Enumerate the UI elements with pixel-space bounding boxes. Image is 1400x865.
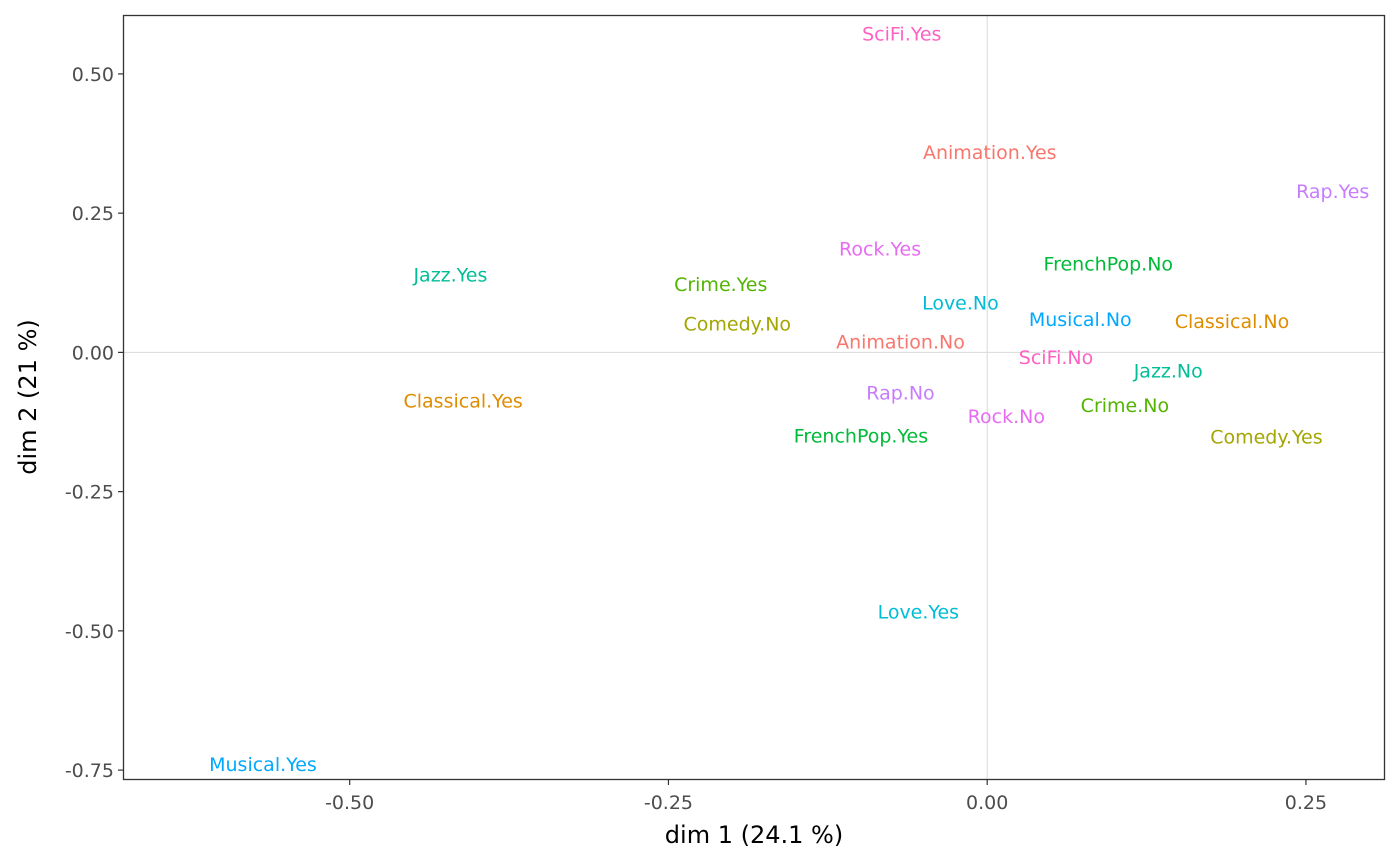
- point-label-classical-no: Classical.No: [1175, 311, 1290, 333]
- point-label-animation-yes: Animation.Yes: [923, 142, 1057, 164]
- point-label-jazz-yes: Jazz.Yes: [412, 265, 487, 287]
- point-label-comedy-no: Comedy.No: [684, 314, 792, 336]
- point-label-love-no: Love.No: [922, 292, 999, 314]
- point-label-scifi-no: SciFi.No: [1019, 347, 1094, 369]
- x-axis-title: dim 1 (24.1 %): [665, 821, 843, 849]
- point-label-rap-no: Rap.No: [866, 383, 934, 405]
- y-tick-label: -0.25: [65, 482, 114, 504]
- point-label-scifi-yes: SciFi.Yes: [862, 23, 941, 45]
- point-label-classical-yes: Classical.Yes: [403, 390, 522, 412]
- plot-border: [122, 14, 1386, 781]
- point-label-crime-no: Crime.No: [1081, 395, 1169, 417]
- y-tick-label: 0.25: [72, 203, 114, 225]
- point-label-crime-yes: Crime.Yes: [674, 274, 767, 296]
- y-tick-label: -0.50: [65, 621, 114, 643]
- point-label-rap-yes: Rap.Yes: [1296, 181, 1369, 203]
- reference-lines: [124, 16, 1385, 779]
- plot-panel: [123, 15, 1385, 780]
- point-labels: SciFi.Yes Animation.Yes Rap.Yes Rock.Yes Fre…: [209, 23, 1369, 776]
- y-tick-label: 0.50: [72, 64, 114, 86]
- x-tick-label: -0.50: [325, 792, 374, 814]
- point-label-frenchpop-yes: FrenchPop.Yes: [794, 426, 928, 448]
- point-label-rock-no: Rock.No: [968, 406, 1045, 428]
- point-label-musical-yes: Musical.Yes: [209, 754, 317, 776]
- x-tick-label: 0.25: [1285, 792, 1327, 814]
- point-label-comedy-yes: Comedy.Yes: [1210, 427, 1322, 449]
- y-tick-label: 0.00: [72, 342, 114, 364]
- point-label-frenchpop-no: FrenchPop.No: [1044, 253, 1174, 275]
- x-tick-label: -0.25: [644, 792, 693, 814]
- point-label-animation-no: Animation.No: [836, 331, 965, 353]
- x-axis: -0.50 -0.25 0.00 0.25: [325, 779, 1327, 814]
- y-axis: 0.50 0.25 0.00 -0.25 -0.50 -0.75: [65, 64, 124, 782]
- point-label-musical-no: Musical.No: [1029, 309, 1132, 331]
- x-tick-label: 0.00: [966, 792, 1008, 814]
- point-label-love-yes: Love.Yes: [878, 602, 960, 624]
- point-label-rock-yes: Rock.Yes: [839, 238, 921, 260]
- point-label-jazz-no: Jazz.No: [1133, 360, 1203, 382]
- y-tick-label: -0.75: [65, 760, 114, 782]
- y-axis-title: dim 2 (21 %): [14, 319, 42, 475]
